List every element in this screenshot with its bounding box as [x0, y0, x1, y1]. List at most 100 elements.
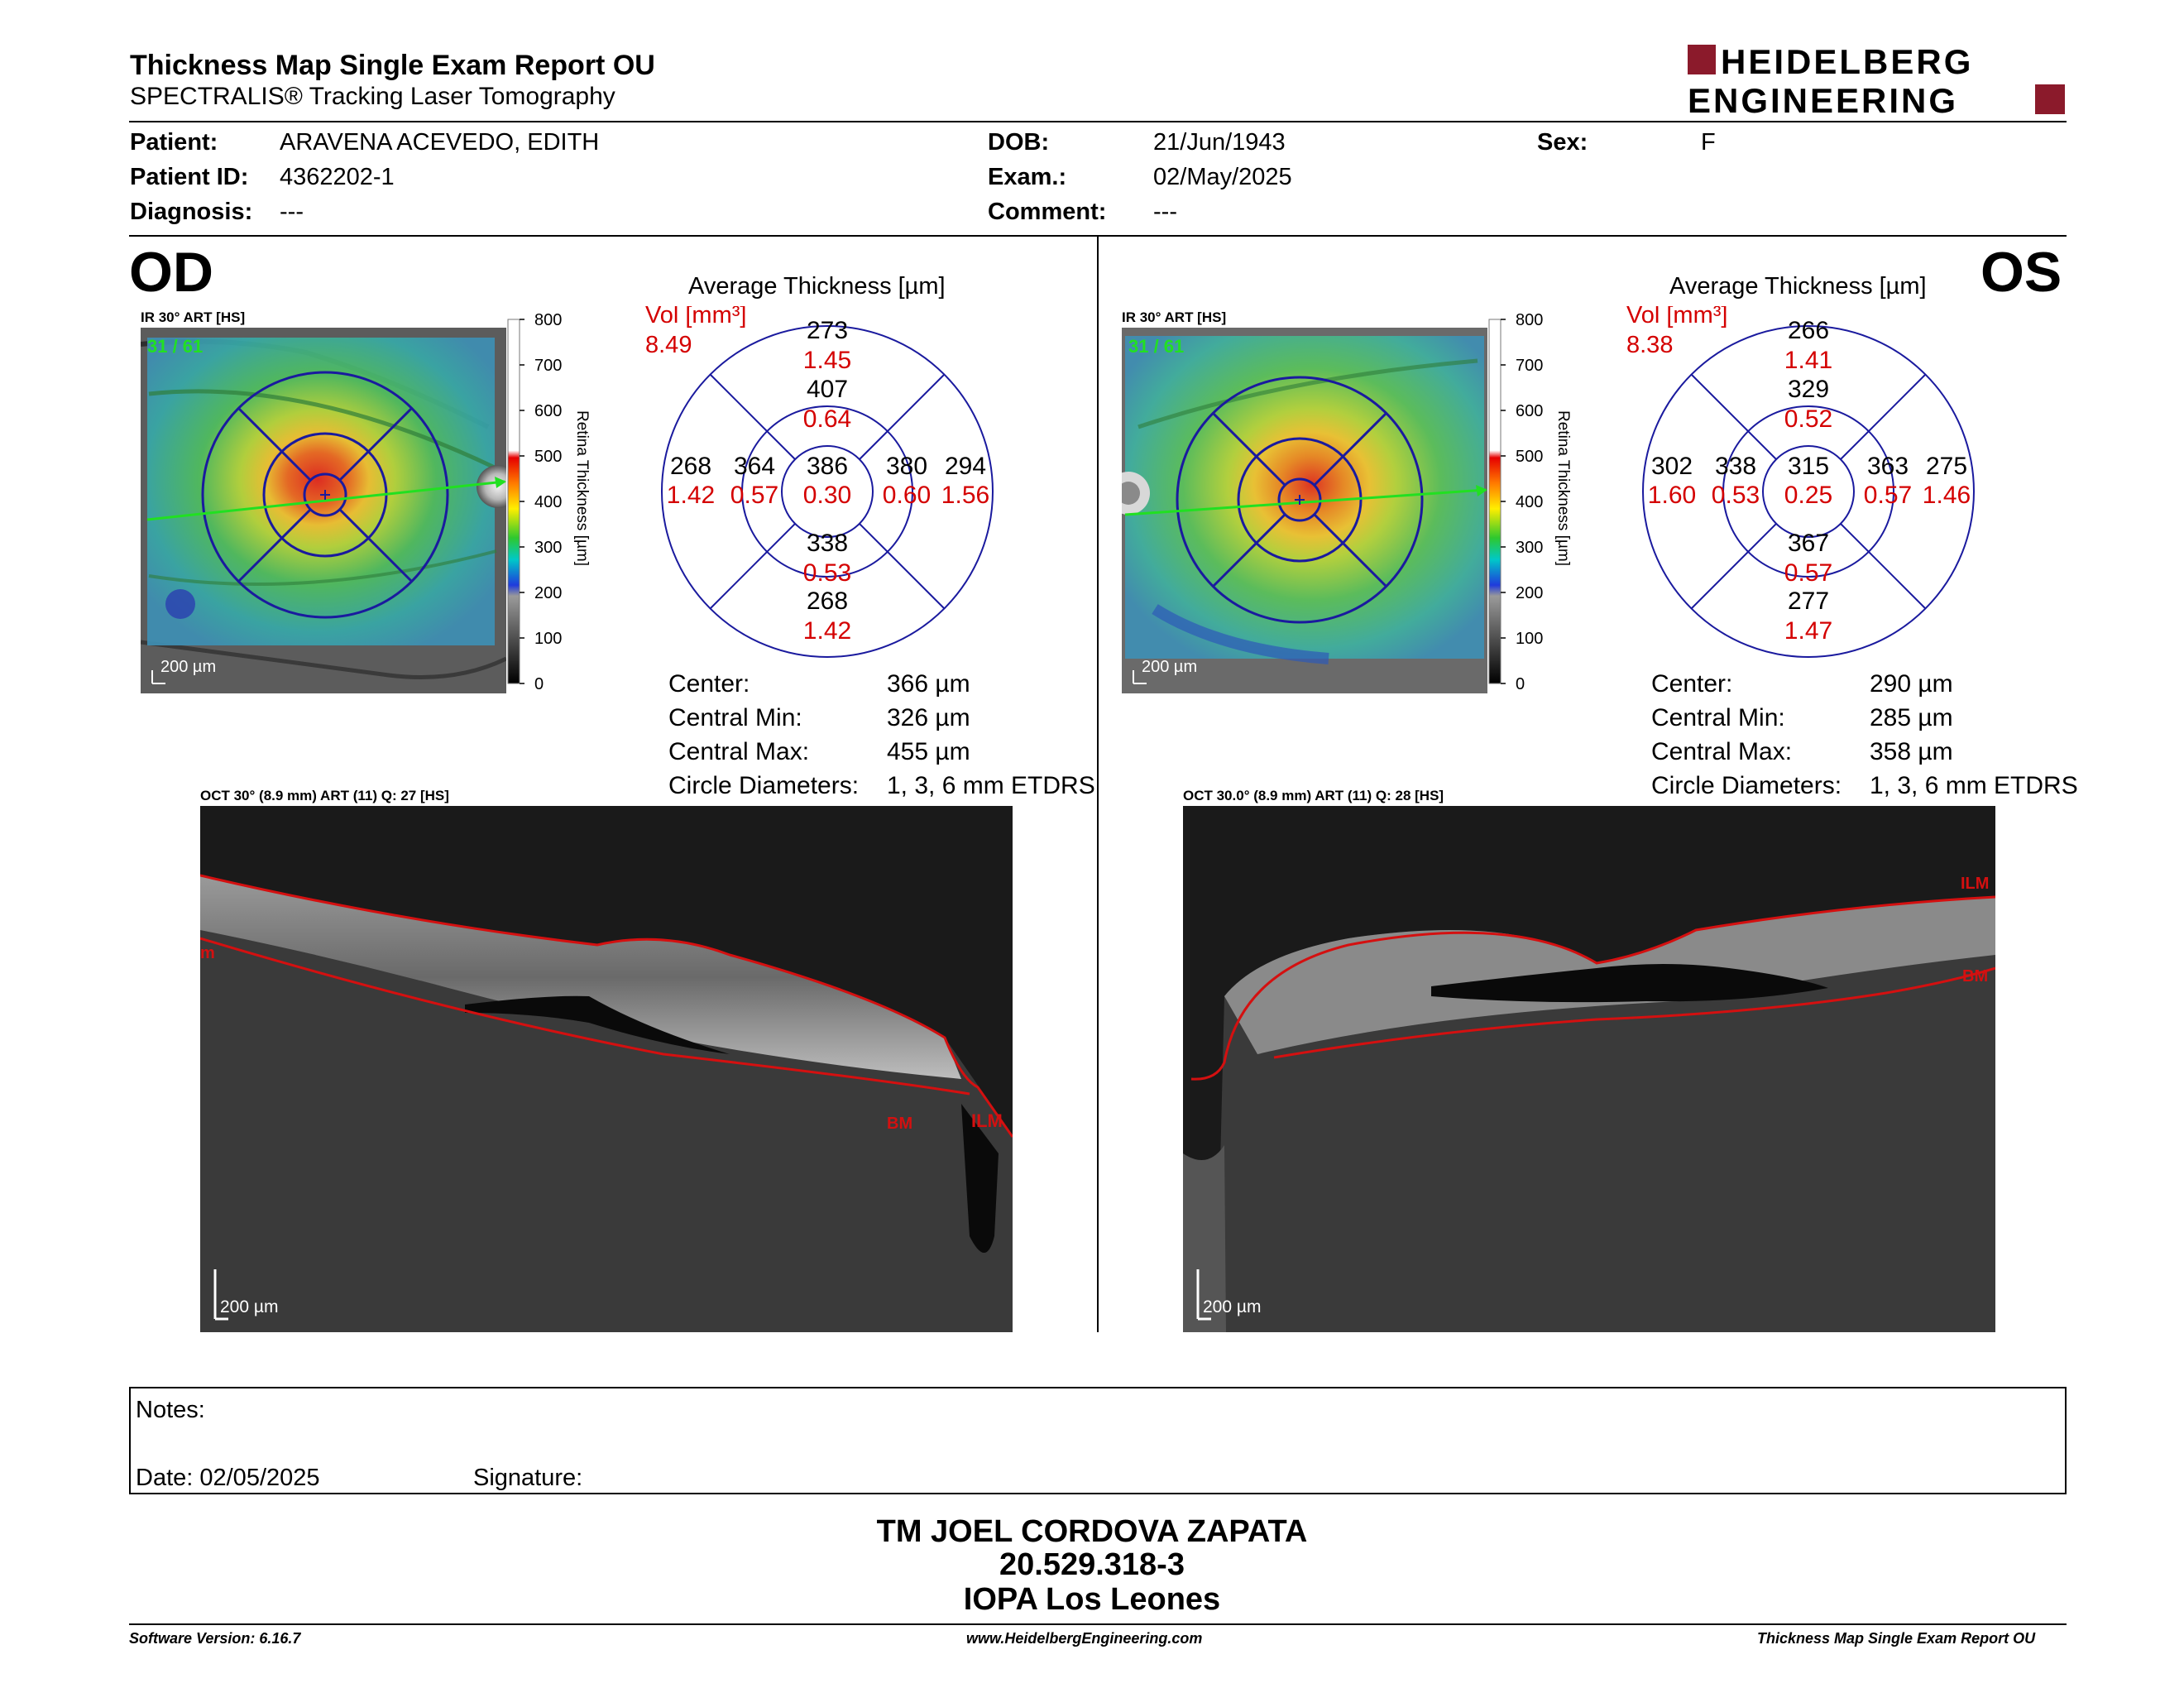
od-outer-bottom-thickness: 268	[807, 587, 848, 615]
patient-id-label: Patient ID:	[130, 164, 249, 190]
od-inner-bottom-volume: 0.53	[803, 559, 851, 587]
colorbar-tick-label: 500	[1516, 448, 1543, 466]
os-min-label: Central Min:	[1651, 704, 1785, 731]
footer-report-name: Thickness Map Single Exam Report OU	[1757, 1630, 2036, 1647]
diagnosis: ---	[280, 199, 304, 225]
logo-line1: HEIDELBERG	[1721, 43, 1973, 81]
os-outer-top-thickness: 266	[1788, 317, 1829, 344]
os-inner-bottom-volume: 0.57	[1784, 559, 1832, 587]
exam-label: Exam.:	[988, 164, 1067, 190]
os-outer-left-thickness: 302	[1651, 453, 1693, 480]
od-outer-top-thickness: 273	[807, 317, 848, 344]
od-max-label: Central Max:	[668, 738, 810, 765]
colorbar-tick-label: 500	[534, 448, 562, 466]
od-colorbar-label: Retina Thickness [µm]	[573, 410, 591, 566]
od-avg-title: Average Thickness [µm]	[688, 273, 946, 300]
od-center-label: Center:	[668, 670, 750, 698]
notes-date: Date: 02/05/2025	[136, 1465, 320, 1491]
os-max-label: Central Max:	[1651, 738, 1793, 765]
od-outer-left-thickness: 268	[670, 453, 711, 480]
od-inner-top-thickness: 407	[807, 376, 848, 403]
od-inner-left-thickness: 364	[734, 453, 775, 480]
colorbar-tick-label: 100	[1516, 630, 1543, 648]
website-link[interactable]: www.HeidelbergEngineering.com	[966, 1630, 1203, 1647]
notes-label: Notes:	[136, 1397, 205, 1423]
od-outer-right-volume: 1.56	[941, 482, 989, 509]
od-oct-bscan: m BM ILM 200 µm	[200, 806, 1013, 1332]
os-center-value: 290 µm	[1870, 670, 1953, 698]
od-circle-label: Circle Diameters:	[668, 772, 860, 799]
signature-label: Signature:	[473, 1465, 583, 1491]
od-colorbar-ticks: 800 700 600 500 400 300 200 100 0	[520, 311, 562, 692]
os-circle-value: 1, 3, 6 mm ETDRS	[1870, 772, 2078, 799]
patient-label: Patient:	[130, 129, 218, 156]
od-ir-caption: IR 30° ART [HS]	[141, 309, 246, 325]
colorbar-tick-label: 700	[1516, 357, 1543, 375]
os-center-label: Center:	[1651, 670, 1733, 698]
logo-line2: ENGINEERING	[1688, 81, 1958, 117]
od-oct-scale: 200 µm	[220, 1297, 278, 1316]
os-circle-label: Circle Diameters:	[1651, 772, 1842, 799]
od-inner-right-volume: 0.60	[883, 482, 931, 509]
colorbar-tick-label: 700	[534, 357, 562, 375]
os-outer-left-volume: 1.60	[1648, 482, 1696, 509]
od-oct-ilm-label: ILM	[971, 1110, 1003, 1131]
heidelberg-logo: HEIDELBERG ENGINEERING	[1688, 43, 2065, 117]
comment: ---	[1153, 199, 1177, 225]
os-inner-left-thickness: 338	[1715, 453, 1756, 480]
od-inner-right-thickness: 380	[886, 453, 927, 480]
os-oct-caption: OCT 30.0° (8.9 mm) ART (11) Q: 28 [HS]	[1183, 788, 1444, 803]
os-thickness-map: 31 / 61 200 µm	[1122, 328, 1487, 693]
od-center-thickness: 386	[807, 453, 848, 480]
colorbar-tick-label: 400	[1516, 493, 1543, 511]
software-version: Software Version: 6.16.7	[129, 1630, 301, 1647]
footer-clinic: IOPA Los Leones	[963, 1582, 1221, 1617]
os-frame-count: 31 / 61	[1128, 336, 1184, 357]
diagnosis-label: Diagnosis:	[130, 199, 253, 225]
report-title: Thickness Map Single Exam Report OU	[130, 50, 655, 81]
os-etdrs-grid: Vol [mm³] 8.38 266 1.41 329 0.52 315 0.2…	[1626, 306, 1975, 658]
patient-id: 4362202-1	[280, 164, 395, 190]
os-avg-title: Average Thickness [µm]	[1669, 273, 1927, 300]
colorbar-tick-label: 0	[534, 675, 544, 692]
os-colorbar-ticks: 800 700 600 500 400 300 200 100 0	[1501, 311, 1543, 692]
os-min-value: 285 µm	[1870, 704, 1953, 731]
os-center-volume: 0.25	[1784, 482, 1832, 509]
os-outer-right-volume: 1.46	[1923, 482, 1971, 509]
dob-label: DOB:	[988, 129, 1050, 156]
od-max-value: 455 µm	[887, 738, 970, 765]
od-center-volume: 0.30	[803, 482, 851, 509]
od-min-value: 326 µm	[887, 704, 970, 731]
os-inner-top-volume: 0.52	[1784, 405, 1832, 433]
od-vol-total: 8.49	[645, 332, 692, 358]
od-center-value: 366 µm	[887, 670, 970, 698]
os-outer-bottom-volume: 1.47	[1784, 617, 1832, 645]
footer-name: TM JOEL CORDOVA ZAPATA	[876, 1514, 1308, 1549]
od-outer-bottom-volume: 1.42	[803, 617, 851, 645]
os-vol-total: 8.38	[1626, 332, 1673, 358]
od-outer-left-volume: 1.42	[667, 482, 715, 509]
od-colorbar: 800 700 600 500 400 300 200 100 0 Retina Thickne…	[507, 311, 591, 692]
colorbar-tick-label: 200	[1516, 584, 1543, 602]
notes-box[interactable]: Notes: Date: 02/05/2025 Signature:	[129, 1387, 2067, 1494]
od-outer-top-volume: 1.45	[803, 347, 851, 374]
od-inner-left-volume: 0.57	[730, 482, 778, 509]
os-outer-bottom-thickness: 277	[1788, 587, 1829, 615]
od-eye-label: OD	[129, 241, 213, 304]
colorbar-tick-label: 800	[1516, 311, 1543, 329]
colorbar-tick-label: 300	[1516, 539, 1543, 557]
footer-id: 20.529.318-3	[999, 1547, 1185, 1582]
os-map-scale: 200 µm	[1142, 658, 1197, 676]
colorbar-tick-label: 800	[534, 311, 562, 329]
od-etdrs-grid: Vol [mm³] 8.49 273 1.45 407 0.64 386 0.3…	[645, 306, 994, 658]
os-oct-bscan: ILM BM 200 µm	[1183, 806, 1995, 1332]
os-inner-right-thickness: 363	[1867, 453, 1909, 480]
colorbar-tick-label: 0	[1516, 675, 1525, 692]
os-max-value: 358 µm	[1870, 738, 1953, 765]
patient-name: ARAVENA ACEVEDO, EDITH	[280, 129, 600, 156]
sex-label: Sex:	[1537, 129, 1588, 156]
dob: 21/Jun/1943	[1153, 129, 1286, 156]
comment-label: Comment:	[988, 199, 1107, 225]
os-oct-scale: 200 µm	[1203, 1297, 1261, 1316]
os-oct-bm-label: BM	[1962, 967, 1988, 985]
